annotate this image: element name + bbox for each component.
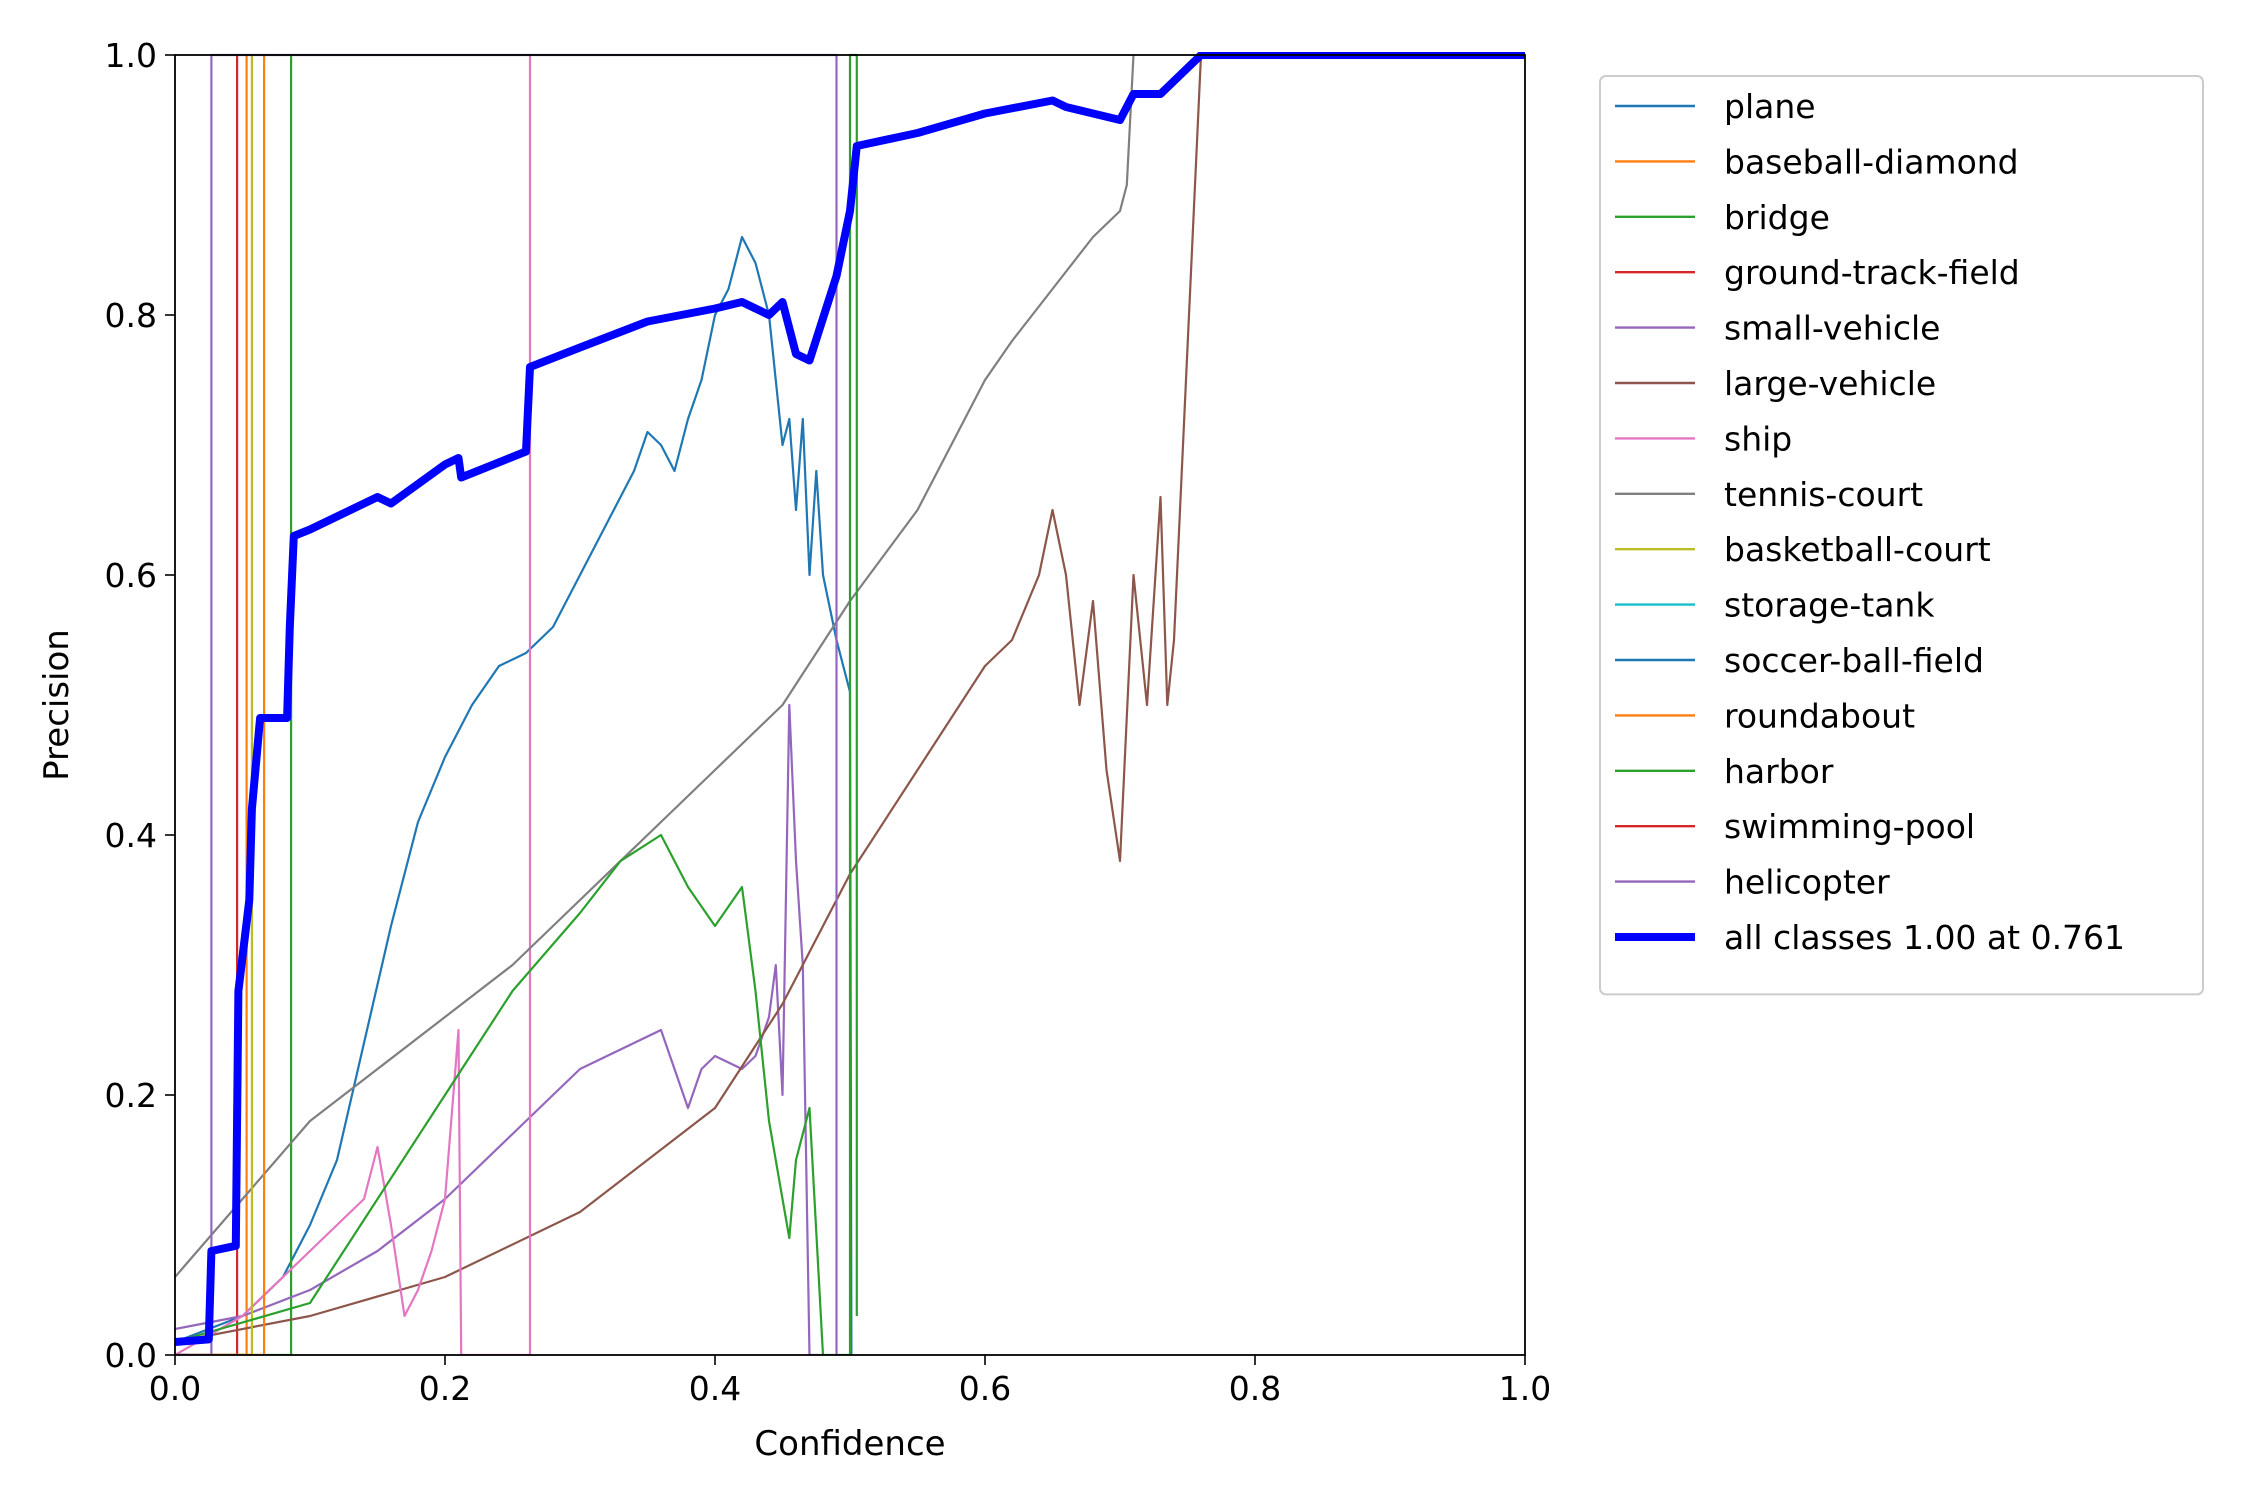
legend-label-ground-track-field: ground-track-field — [1724, 253, 2020, 292]
series-line-tennis-court — [175, 54, 1135, 1278]
axes: 0.0 0.2 0.4 0.6 0.8 1.0 0.0 0.2 0.4 0.6 0.8 1.0 Conf… — [37, 36, 1551, 1464]
plot-border — [174, 54, 1526, 1356]
series-line-all-classes-1-00-at-0-761 — [175, 52, 1525, 1346]
legend-box — [1599, 75, 2204, 996]
legend-label-all-classes-1-00-at-0-761: all classes 1.00 at 0.761 — [1724, 918, 2125, 957]
legend-label-storage-tank: storage-tank — [1724, 586, 1935, 625]
legend-label-small-vehicle: small-vehicle — [1724, 309, 1940, 348]
x-axis-label: Confidence — [754, 1424, 945, 1464]
legend-label-bridge: bridge — [1724, 198, 1830, 237]
legend-label-large-vehicle: large-vehicle — [1724, 364, 1936, 403]
y-tick-label: 0.6 — [105, 556, 157, 595]
series-line-ground-track-field — [175, 53, 239, 1355]
legend-label-ship: ship — [1724, 419, 1792, 458]
series-lines — [175, 52, 1525, 1355]
legend-label-plane: plane — [1724, 87, 1816, 126]
series-line-ship — [175, 53, 532, 1355]
x-tick-label: 0.4 — [689, 1369, 741, 1408]
x-tick-label: 0.6 — [959, 1369, 1011, 1408]
series-line-small-vehicle — [175, 703, 823, 1355]
legend: plane baseball-diamond bridge ground-track-… — [1599, 75, 2204, 996]
y-tick-label: 0.0 — [105, 1336, 157, 1375]
legend-label-helicopter: helicopter — [1724, 863, 1890, 902]
x-tick-label: 0.0 — [149, 1369, 201, 1408]
y-tick-label: 0.2 — [105, 1076, 157, 1115]
series-line-roundabout — [175, 53, 266, 1355]
legend-label-roundabout: roundabout — [1724, 696, 1915, 735]
legend-label-harbor: harbor — [1724, 752, 1834, 791]
legend-label-soccer-ball-field: soccer-ball-field — [1724, 641, 1984, 680]
x-tick-label: 1.0 — [1499, 1369, 1551, 1408]
legend-label-baseball-diamond: baseball-diamond — [1724, 142, 2019, 181]
y-tick-label: 0.4 — [105, 816, 157, 855]
y-tick-label: 1.0 — [105, 36, 157, 75]
y-tick-label: 0.8 — [105, 296, 157, 335]
series-line-baseball-diamond — [175, 53, 248, 1355]
plot-frame — [174, 54, 1526, 1356]
y-axis-label: Precision — [37, 629, 77, 781]
series-line-large-vehicle — [175, 54, 1203, 1344]
series-line-harbor — [175, 53, 858, 1355]
x-tick-label: 0.8 — [1229, 1369, 1281, 1408]
series-line-plane — [175, 235, 853, 1355]
x-tick-label: 0.2 — [419, 1369, 471, 1408]
legend-label-swimming-pool: swimming-pool — [1724, 807, 1975, 846]
series-line-helicopter — [175, 53, 838, 1355]
series-line-basketball-court — [175, 53, 253, 1355]
legend-label-tennis-court: tennis-court — [1724, 475, 1923, 514]
legend-label-basketball-court: basketball-court — [1724, 530, 1991, 569]
